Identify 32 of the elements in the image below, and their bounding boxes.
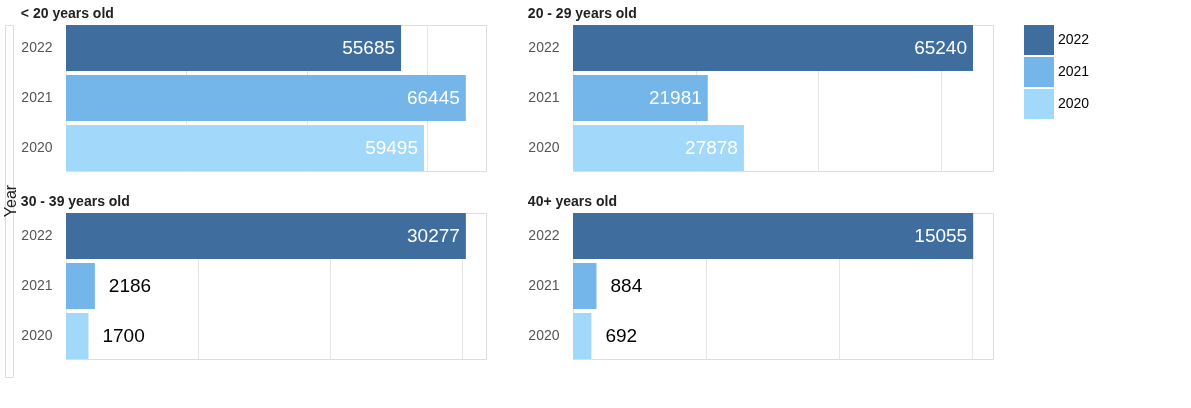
y-tick-label: 2020	[21, 139, 53, 155]
y-tick-label: 2022	[21, 39, 53, 55]
chart-title: 40+ years old	[527, 193, 617, 209]
data-label: 59495	[365, 137, 418, 158]
y-tick-label: 2021	[21, 89, 53, 105]
y-tick-label: 2020	[21, 327, 53, 343]
data-label: 55685	[342, 37, 396, 58]
y-tick-label: 2021	[21, 277, 53, 293]
chart-title: < 20 years old	[20, 5, 114, 21]
data-label: 884	[610, 275, 643, 296]
y-tick-label: 2021	[528, 89, 560, 105]
data-label: 65240	[914, 37, 968, 58]
chart-title: 30 - 39 years old	[20, 193, 130, 209]
data-label: 21981	[648, 87, 702, 108]
y-tick-label: 2020	[528, 139, 560, 155]
y-tick-label: 2022	[528, 39, 560, 55]
y-tick-label: 2022	[21, 227, 53, 243]
data-label: 66445	[406, 87, 460, 108]
legend-label: 2022	[1058, 31, 1090, 47]
data-label: 2186	[108, 275, 152, 296]
legend-label: 2021	[1058, 63, 1090, 79]
y-axis-title: Year	[2, 184, 19, 218]
data-label: 15055	[914, 225, 968, 246]
data-label: 1700	[102, 325, 145, 346]
legend-label: 2020	[1058, 95, 1090, 111]
data-label: 27878	[685, 137, 738, 158]
data-label: 692	[605, 325, 638, 346]
data-label: 30277	[407, 225, 460, 246]
y-tick-label: 2021	[528, 277, 560, 293]
y-tick-label: 2022	[528, 227, 560, 243]
y-tick-label: 2020	[528, 327, 560, 343]
chart-title: 20 - 29 years old	[527, 5, 637, 21]
